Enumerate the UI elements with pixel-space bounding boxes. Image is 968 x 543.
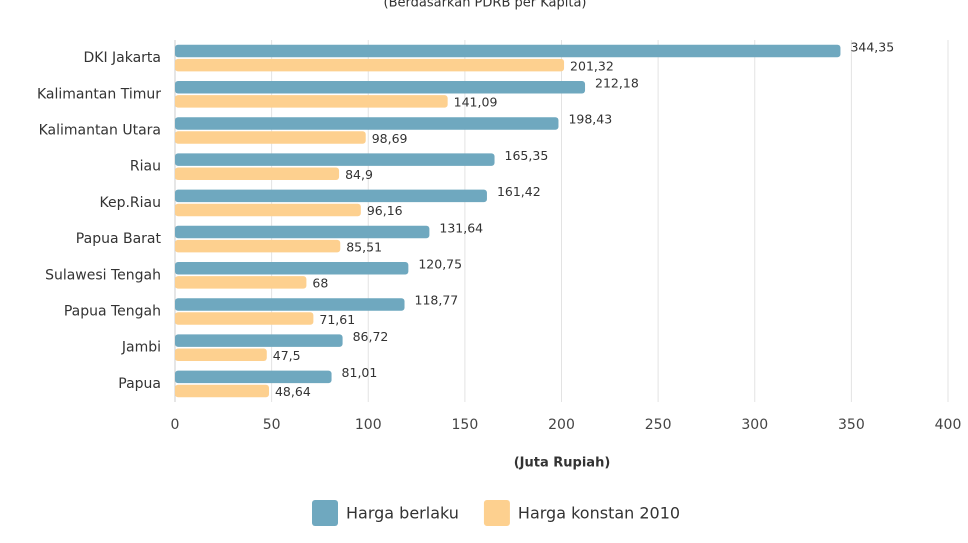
- x-tick-label: 250: [645, 417, 672, 433]
- bar: [175, 348, 267, 361]
- legend-label: Harga konstan 2010: [518, 504, 680, 523]
- x-tick-label: 100: [355, 417, 382, 433]
- value-label: 212,18: [595, 76, 639, 91]
- value-label: 85,51: [346, 239, 382, 254]
- bar: [175, 262, 409, 275]
- value-label: 141,09: [454, 95, 498, 110]
- value-label: 98,69: [372, 131, 408, 146]
- bar: [175, 276, 307, 289]
- bar: [175, 370, 332, 384]
- x-tick-label: 350: [838, 417, 865, 433]
- y-tick-label: Papua Tengah: [64, 304, 161, 320]
- legend-swatch: [483, 500, 510, 526]
- y-tick-label: Kalimantan Utara: [39, 123, 161, 139]
- y-tick-label: Riau: [130, 159, 161, 175]
- value-label: 201,32: [570, 58, 614, 73]
- bar: [175, 334, 343, 347]
- value-label: 86,72: [353, 329, 389, 344]
- x-tick-label: 200: [548, 417, 575, 433]
- value-label: 165,35: [505, 148, 549, 163]
- bar: [175, 225, 430, 239]
- bar: [175, 312, 314, 325]
- y-tick-label: Sulawesi Tengah: [45, 267, 161, 283]
- y-tick-label: Jambi: [121, 340, 161, 356]
- y-tick-label: Papua Barat: [76, 231, 162, 247]
- bar: [175, 58, 565, 72]
- bar: [175, 81, 586, 94]
- value-label: 84,9: [345, 167, 373, 182]
- value-label: 131,64: [439, 220, 483, 235]
- bar: [175, 203, 361, 217]
- x-tick-label: 150: [452, 417, 479, 433]
- x-axis-title: (Juta Rupiah): [514, 456, 611, 471]
- bar: [175, 298, 405, 311]
- value-label: 81,01: [342, 365, 378, 380]
- bar: [175, 384, 269, 398]
- bar: [175, 239, 341, 253]
- bar: [175, 131, 366, 144]
- value-label: 161,42: [497, 184, 541, 199]
- x-tick-label: 50: [263, 417, 281, 433]
- x-tick-label: 300: [741, 417, 768, 433]
- bar: [175, 95, 448, 108]
- x-tick-label: 0: [171, 417, 180, 433]
- value-label: 48,64: [275, 384, 311, 399]
- chart-subtitle: (Berdasarkan PDRB per Kapita): [384, 0, 587, 11]
- y-tick-label: Kalimantan Timur: [37, 86, 161, 102]
- y-tick-label: Papua: [118, 376, 161, 392]
- value-label: 120,75: [418, 257, 462, 272]
- y-tick-label: Kep.Riau: [99, 195, 161, 211]
- value-label: 68: [312, 276, 328, 291]
- bar: [175, 44, 841, 58]
- bar: [175, 153, 495, 166]
- bar: [175, 117, 559, 130]
- legend-swatch: [312, 500, 338, 526]
- x-tick-label: 400: [935, 417, 962, 433]
- bar: [175, 167, 340, 180]
- y-tick-label: DKI Jakarta: [83, 50, 161, 66]
- value-label: 47,5: [273, 348, 301, 363]
- legend-label: Harga berlaku: [346, 504, 459, 523]
- value-label: 198,43: [568, 112, 612, 127]
- bar: [175, 189, 487, 203]
- value-label: 344,35: [850, 39, 894, 54]
- value-label: 96,16: [367, 203, 403, 218]
- value-label: 71,61: [319, 312, 355, 327]
- value-label: 118,77: [415, 293, 459, 308]
